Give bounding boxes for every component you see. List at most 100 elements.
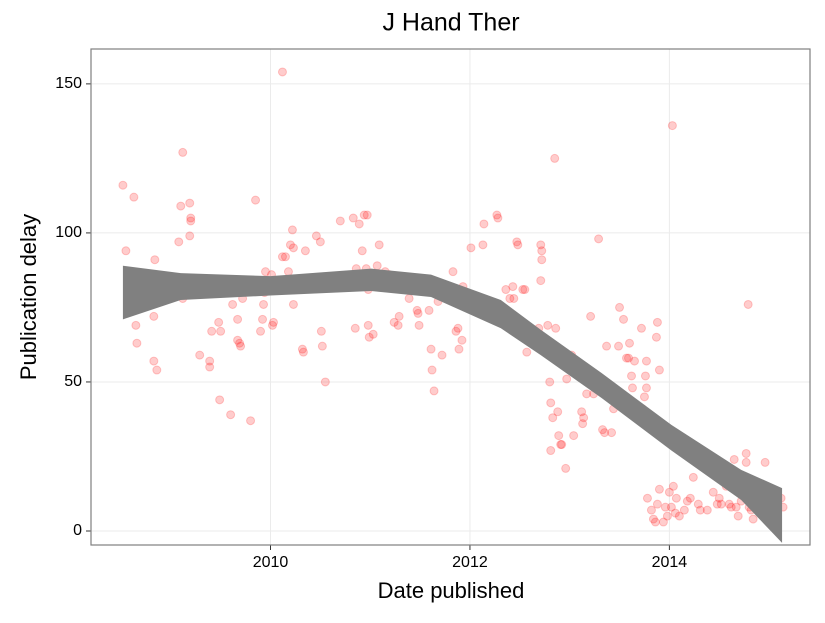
point <box>654 365 664 375</box>
point <box>607 428 617 438</box>
point <box>622 353 632 363</box>
point <box>712 499 722 509</box>
point <box>615 302 625 312</box>
point <box>670 508 680 518</box>
y-tick-label: 150 <box>55 75 82 92</box>
point <box>548 413 558 423</box>
point <box>394 311 404 321</box>
point <box>667 121 677 131</box>
point <box>277 67 287 77</box>
x-tick-label: 2010 <box>253 554 289 571</box>
point <box>556 440 566 450</box>
point <box>741 457 751 467</box>
point <box>640 371 650 381</box>
point <box>654 484 664 494</box>
point <box>176 201 186 211</box>
point <box>280 252 290 262</box>
point <box>554 431 564 441</box>
point <box>424 305 434 315</box>
point <box>546 398 556 408</box>
point <box>359 210 369 220</box>
point <box>537 246 547 256</box>
point <box>561 463 571 473</box>
point <box>509 293 519 303</box>
point <box>437 350 447 360</box>
point <box>724 499 734 509</box>
point <box>363 320 373 330</box>
x-axis-label: Date published <box>378 578 525 603</box>
point <box>393 320 403 330</box>
x-tick-label: 2014 <box>652 554 688 571</box>
point <box>627 383 637 393</box>
point <box>372 261 382 271</box>
point <box>671 493 681 503</box>
point <box>662 511 672 521</box>
point <box>666 502 676 512</box>
point <box>118 180 128 190</box>
point <box>714 493 724 503</box>
point <box>650 517 660 527</box>
point <box>760 457 770 467</box>
point <box>427 365 437 375</box>
point <box>614 341 624 351</box>
confidence-band <box>122 265 783 543</box>
point <box>258 314 268 324</box>
point <box>228 299 238 309</box>
chart-title: J Hand Ther <box>382 9 519 37</box>
point <box>741 448 751 458</box>
point <box>256 326 266 336</box>
point <box>537 255 547 265</box>
point <box>448 267 458 277</box>
point <box>149 356 159 366</box>
point <box>235 338 245 348</box>
point <box>300 246 310 256</box>
point <box>453 323 463 333</box>
point <box>594 234 604 244</box>
point <box>748 514 758 524</box>
point <box>288 299 298 309</box>
point <box>178 147 188 157</box>
point <box>348 213 358 223</box>
point <box>520 285 530 295</box>
point <box>131 320 141 330</box>
point <box>505 293 515 303</box>
point <box>733 511 743 521</box>
point <box>695 505 705 515</box>
point <box>553 407 563 417</box>
point <box>682 496 692 506</box>
point <box>652 317 662 327</box>
point <box>513 240 523 250</box>
point <box>578 419 588 429</box>
point <box>457 335 467 345</box>
point <box>512 237 522 247</box>
point <box>624 353 634 363</box>
point <box>149 311 159 321</box>
point <box>259 299 269 309</box>
point <box>674 511 684 521</box>
point <box>658 517 668 527</box>
point <box>625 338 635 348</box>
point <box>626 371 636 381</box>
point <box>731 502 741 512</box>
point <box>508 282 518 292</box>
point <box>215 395 225 405</box>
point <box>246 416 256 426</box>
point <box>186 216 196 226</box>
point <box>651 332 661 342</box>
point <box>195 350 205 360</box>
point <box>536 240 546 250</box>
point <box>121 246 131 256</box>
point <box>551 323 561 333</box>
point <box>233 314 243 324</box>
point <box>518 285 528 295</box>
point <box>207 326 217 336</box>
point <box>214 317 224 327</box>
point <box>354 219 364 229</box>
y-tick-label: 50 <box>64 373 82 390</box>
point <box>185 231 195 241</box>
point <box>577 407 587 417</box>
point <box>205 362 215 372</box>
point <box>743 299 753 309</box>
point <box>636 323 646 333</box>
point <box>150 255 160 265</box>
